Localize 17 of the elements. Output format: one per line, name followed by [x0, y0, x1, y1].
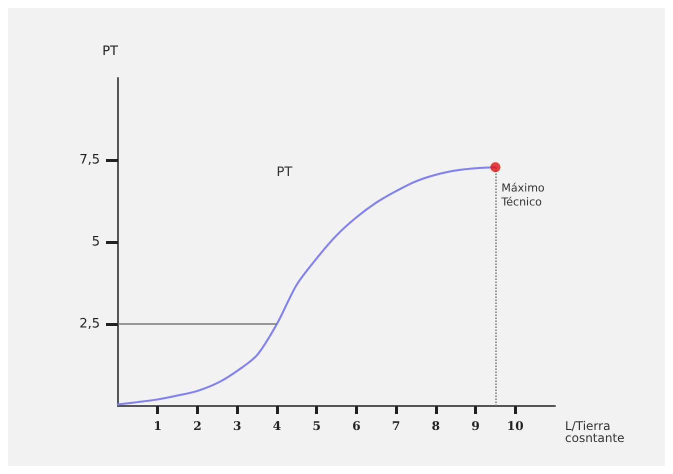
annotation: Máximo Técnico — [500, 182, 545, 209]
x-tick-label: 9 — [471, 419, 480, 433]
y-axis-title: PT — [102, 44, 118, 59]
y-tick-label: 7,5 — [79, 152, 100, 168]
y-tick-label: 5 — [92, 234, 100, 250]
y-tick-label: 2,5 — [79, 316, 100, 332]
x-tick-label: 1 — [154, 419, 162, 433]
x-tick-label: 10 — [506, 419, 524, 433]
annotation: PT — [276, 164, 292, 180]
x-tick-label: 8 — [432, 419, 440, 433]
x-tick-label: 3 — [233, 419, 242, 433]
x-tick-label: 5 — [312, 419, 321, 433]
x-tick-label: 7 — [392, 419, 400, 433]
x-tick-label: 6 — [352, 419, 361, 433]
x-tick-label: 4 — [272, 419, 282, 433]
x-axis-title: L/Tierra cosntante — [565, 419, 625, 445]
x-tick-label: 2 — [193, 419, 202, 433]
